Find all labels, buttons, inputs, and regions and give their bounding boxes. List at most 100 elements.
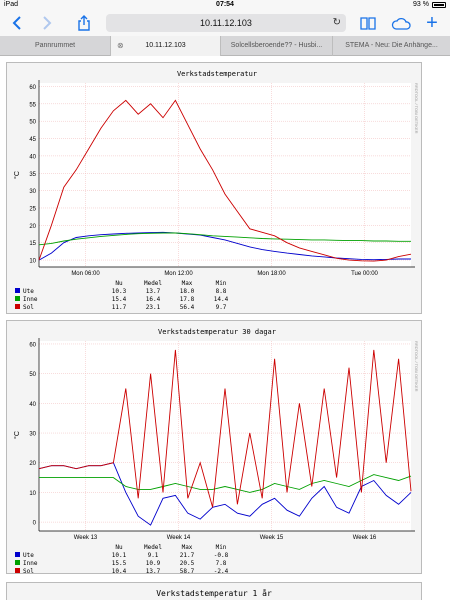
- x-tick-label: Week 13: [74, 535, 98, 541]
- reload-icon[interactable]: ↻: [332, 17, 341, 28]
- legend-value-max: 18.0: [180, 288, 195, 295]
- legend-header: Min: [216, 544, 227, 551]
- legend-value-nu: 10.1: [112, 552, 127, 559]
- legend-value-max: 17.8: [180, 296, 195, 303]
- legend-value-max: 58.7: [180, 568, 195, 573]
- tab-label: Pannrummet: [34, 42, 76, 49]
- legend-value-nu: 15.5: [112, 560, 127, 567]
- tab-stema[interactable]: STEMA - Neu: Die Anhänge...: [332, 36, 450, 56]
- bookmarks-icon[interactable]: [358, 13, 378, 33]
- graph-title: Verkstadstemperatur 1 år: [156, 589, 272, 598]
- series-line-sol: [38, 349, 412, 508]
- legend-header: Max: [182, 544, 193, 551]
- y-tick-label: 45: [29, 137, 36, 143]
- legend-series-name: Sol: [23, 568, 34, 573]
- x-tick-label: Mon 06:00: [71, 271, 100, 277]
- device-label: iPad: [4, 1, 19, 8]
- battery-indicator: 93 %: [413, 1, 446, 8]
- series-line-ute: [38, 231, 411, 261]
- x-tick-label: Tue 00:00: [351, 271, 378, 277]
- icloud-tabs-icon[interactable]: [390, 13, 412, 33]
- tab-label: STEMA - Neu: Die Anhänge...: [345, 42, 438, 49]
- y-tick-label: 20: [29, 461, 36, 467]
- y-tick-label: 40: [29, 402, 36, 408]
- y-tick-label: 0: [33, 521, 37, 527]
- legend-value-nu: 11.7: [112, 304, 127, 311]
- y-tick-label: 60: [29, 85, 36, 91]
- graph-daily-svg: 10 15 20 25 30 35 40 45 50 55 60 Mon 06:00 Mon 12:0…: [13, 70, 419, 311]
- legend-value-nu: 10.3: [112, 288, 127, 295]
- legend-header: Nu: [115, 544, 123, 551]
- back-icon[interactable]: [8, 13, 26, 33]
- legend-swatch: [15, 552, 20, 557]
- y-axis-label: °C: [13, 171, 21, 179]
- watermark: RRDTOOL / TOBI OETIKER: [414, 341, 419, 392]
- graph-yearly: Verkstadstemperatur 1 år: [6, 582, 422, 600]
- forward-icon[interactable]: [38, 13, 56, 33]
- legend-value-medel: 16.4: [146, 296, 161, 303]
- y-tick-label: 25: [29, 206, 36, 212]
- x-tick-label: Week 16: [353, 535, 377, 541]
- tab-pannrummet[interactable]: Pannrummet: [0, 36, 110, 56]
- share-icon[interactable]: [74, 13, 94, 33]
- y-tick-label: 40: [29, 154, 36, 160]
- legend-series-name: Ute: [23, 552, 34, 559]
- legend-value-medel: 9.1: [148, 552, 159, 559]
- x-tick-label: Week 14: [167, 535, 191, 541]
- tab-bar: Pannrummet ⊗ 10.11.12.103 Solcellsberoen…: [0, 36, 450, 56]
- y-tick-label: 55: [29, 102, 36, 108]
- legend-series-name: Sol: [23, 304, 34, 311]
- legend-swatch: [15, 560, 20, 565]
- legend-value-medel: 10.9: [146, 560, 161, 567]
- legend-value-min: 9.7: [216, 304, 227, 311]
- legend-header: Max: [182, 280, 193, 287]
- series-line-inne: [39, 474, 412, 493]
- clock: 07:54: [216, 1, 234, 8]
- close-tab-icon[interactable]: ⊗: [117, 41, 124, 50]
- y-tick-label: 60: [29, 342, 36, 348]
- legend-swatch: [15, 296, 20, 301]
- battery-percent: 93 %: [413, 1, 429, 8]
- series-line-inne: [38, 232, 411, 246]
- legend-value-min: 8.8: [216, 288, 227, 295]
- tab-label: 10.11.12.103: [145, 42, 186, 49]
- y-tick-label: 30: [29, 189, 36, 195]
- watermark: RRDTOOL / TOBI OETIKER: [414, 83, 419, 134]
- legend-value-min: -2.4: [214, 568, 229, 573]
- y-tick-label: 20: [29, 224, 36, 230]
- graph-30days: 0 10 20 30 40 50 60 Week 13 Week 14 Week 15 Week …: [6, 320, 422, 574]
- graph-title: Verkstadstemperatur: [177, 70, 257, 78]
- legend-series-name: Ute: [23, 288, 34, 295]
- y-tick-label: 50: [29, 372, 36, 378]
- tab-active[interactable]: ⊗ 10.11.12.103: [110, 36, 220, 56]
- legend-series-name: Inne: [23, 296, 38, 303]
- legend-value-medel: 13.7: [146, 568, 161, 573]
- x-tick-label: Mon 12:00: [164, 271, 193, 277]
- tab-solcellsberoende[interactable]: Solcellsberoende?? - Husbi...: [220, 36, 332, 56]
- legend-value-max: 56.4: [180, 304, 195, 311]
- graph-title: Verkstadstemperatur 30 dagar: [158, 328, 276, 336]
- battery-icon: [432, 1, 446, 8]
- legend-swatch: [15, 288, 20, 293]
- y-tick-label: 30: [29, 432, 36, 438]
- y-axis-label: °C: [13, 431, 21, 439]
- legend-header: Medel: [144, 544, 162, 551]
- legend-value-max: 21.7: [180, 552, 195, 559]
- address-bar[interactable]: 10.11.12.103 ↻: [106, 14, 346, 32]
- y-tick-label: 15: [29, 241, 36, 247]
- x-tick-label: Mon 18:00: [257, 271, 286, 277]
- new-tab-icon[interactable]: +: [426, 11, 438, 34]
- y-tick-label: 10: [29, 259, 36, 265]
- legend-swatch: [15, 304, 20, 309]
- legend-series-name: Inne: [23, 560, 38, 567]
- legend-value-min: -0.8: [214, 552, 229, 559]
- legend-header: Min: [216, 280, 227, 287]
- legend-value-nu: 15.4: [112, 296, 127, 303]
- legend-value-medel: 13.7: [146, 288, 161, 295]
- url-text: 10.11.12.103: [200, 18, 252, 28]
- legend-header: Medel: [144, 280, 162, 287]
- legend-value-min: 7.8: [216, 560, 227, 567]
- legend-value-medel: 23.1: [146, 304, 161, 311]
- y-tick-label: 35: [29, 172, 36, 178]
- status-bar: iPad 07:54 93 %: [0, 0, 450, 10]
